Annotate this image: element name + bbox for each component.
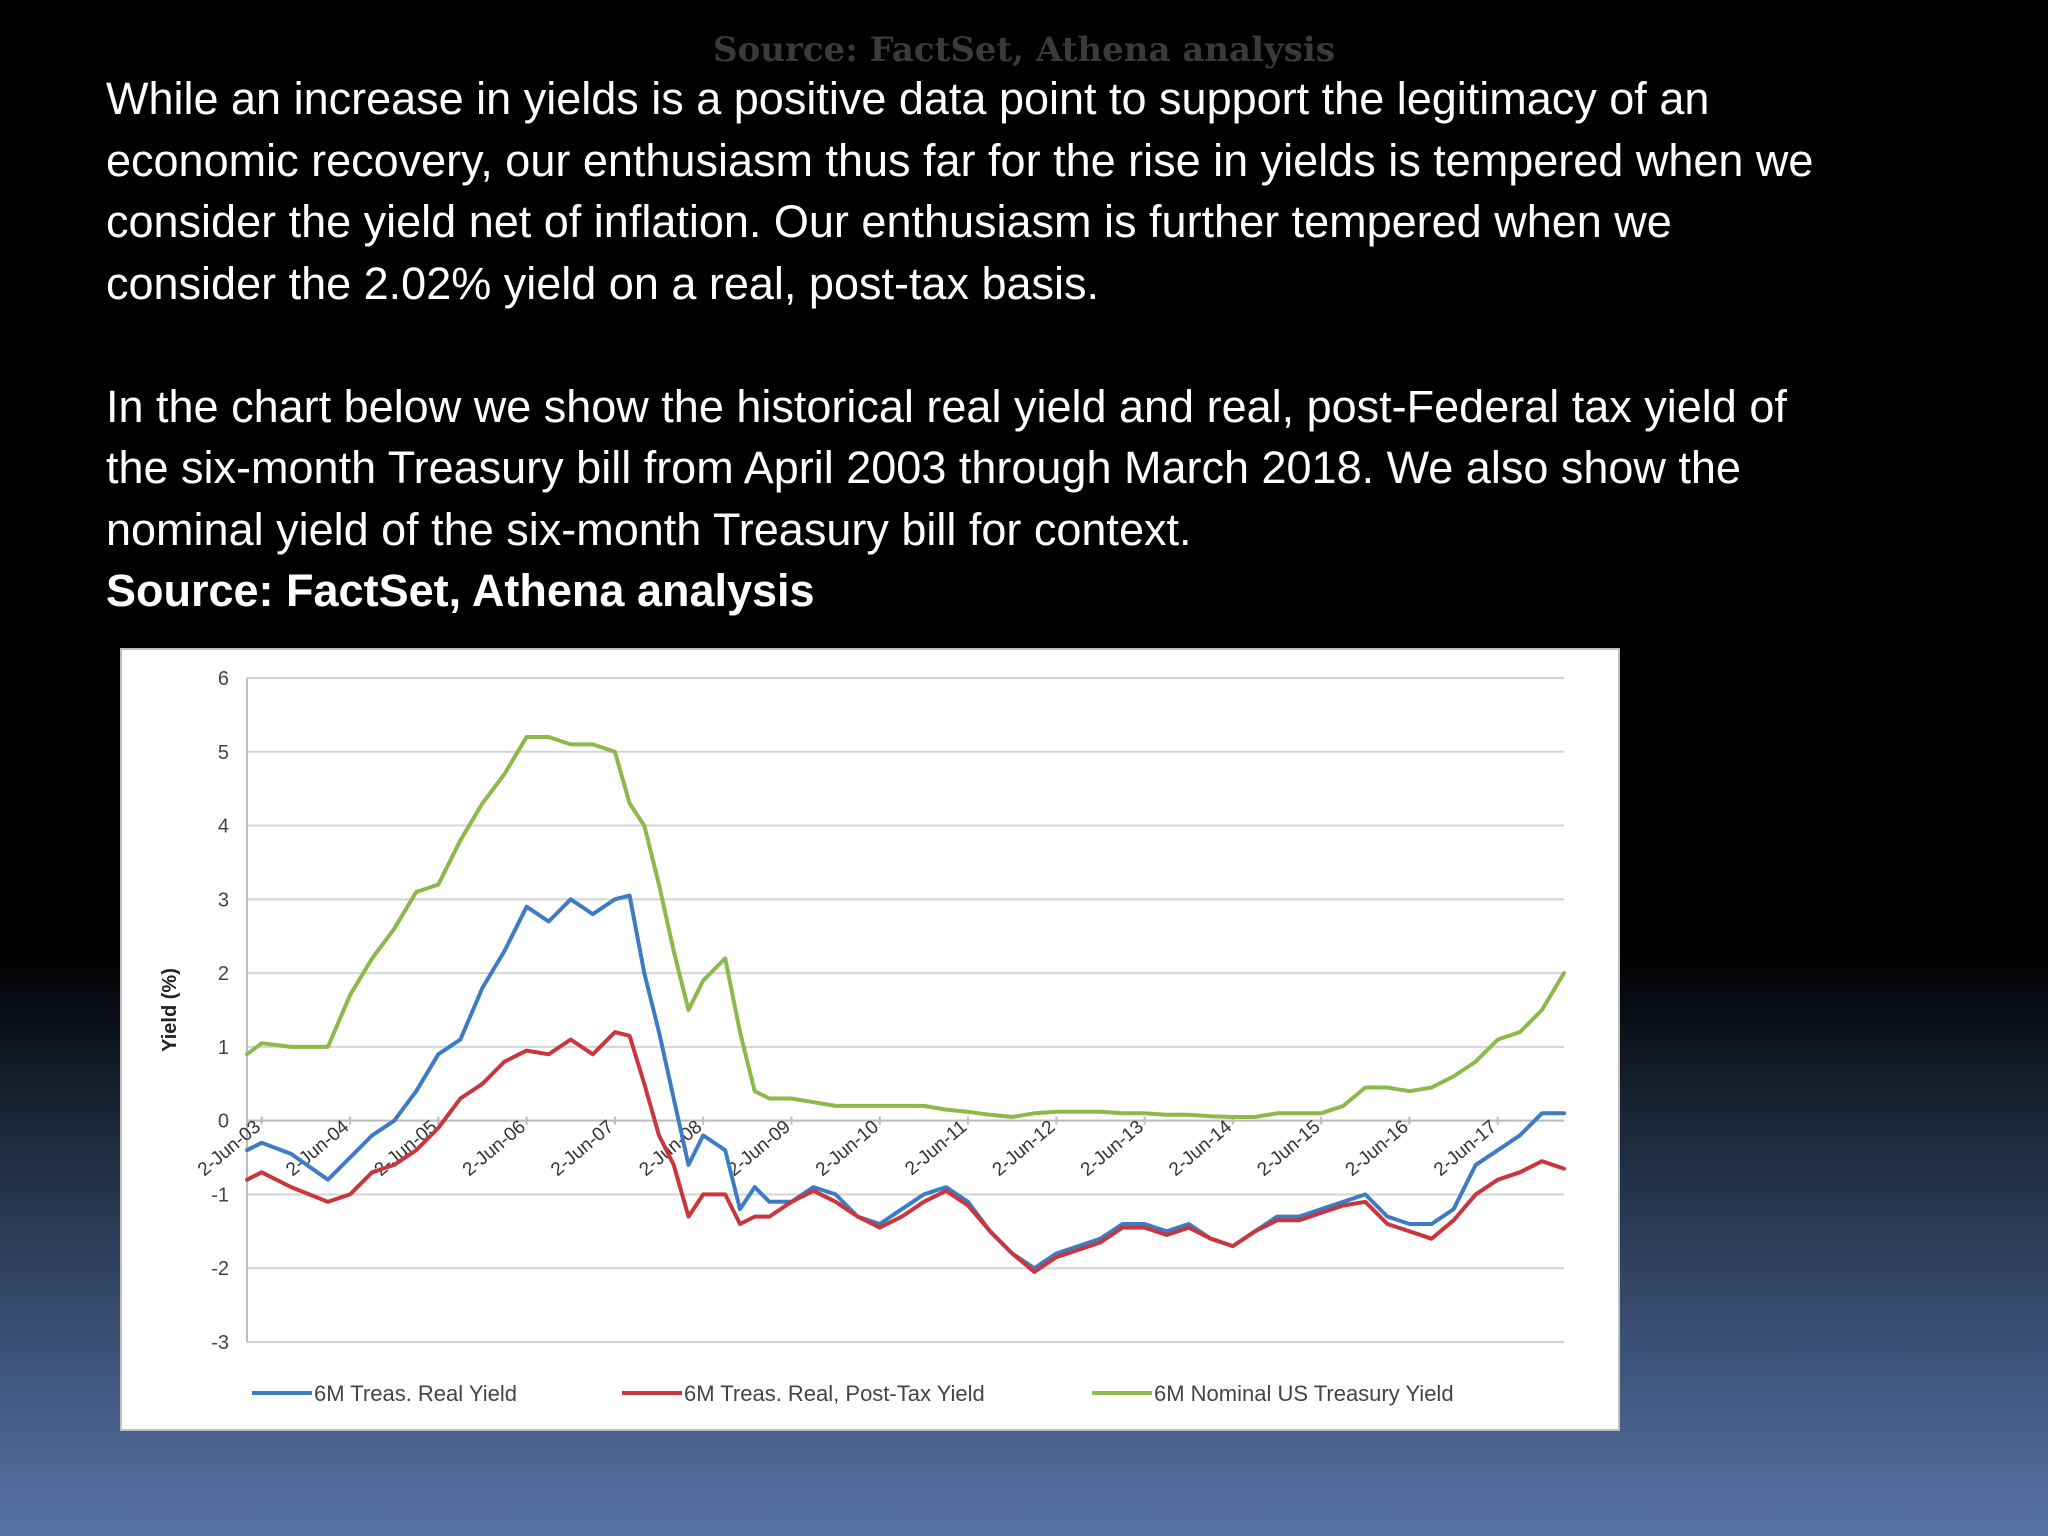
legend-label: 6M Treas. Real Yield: [314, 1381, 517, 1406]
x-tick-label: 2-Jun-07: [547, 1116, 618, 1180]
body-text: While an increase in yields is a positiv…: [106, 68, 1986, 622]
y-axis-title: Yield (%): [159, 968, 181, 1052]
paragraph-2-line-1: In the chart below we show the historica…: [106, 380, 1787, 432]
series-line-3: [245, 735, 1566, 1119]
legend: 6M Treas. Real Yield 6M Treas. Real, Post…: [252, 1381, 1454, 1406]
source-line: Source: FactSet, Athena analysis: [106, 565, 815, 616]
x-tick-label: 2-Jun-14: [1165, 1116, 1236, 1181]
y-tick-label: 2: [218, 963, 229, 985]
x-tick-label: 2-Jun-13: [1077, 1116, 1148, 1180]
y-tick-label: 3: [218, 889, 229, 911]
paragraph-2-line-2: the six-month Treasury bill from April 2…: [106, 442, 1741, 493]
legend-label: 6M Nominal US Treasury Yield: [1154, 1381, 1454, 1406]
x-tick-label: 2-Jun-06: [459, 1116, 530, 1180]
series-lines: [245, 735, 1566, 1274]
paragraph-1-line-4: consider the 2.02% yield on a real, post…: [106, 257, 1100, 309]
x-tick-label: 2-Jun-10: [812, 1116, 883, 1180]
chart-card: 6 5 4 3 2 1 0 -1 -2 -3 2-Jun-03 2-Jun-04 2-Jun-05 2-…: [120, 648, 1620, 1431]
x-tick-label: 2-Jun-17: [1430, 1116, 1501, 1180]
ghost-title: Source: FactSet, Athena analysis: [713, 30, 1335, 70]
y-tick-label: -1: [211, 1184, 229, 1206]
y-tick-label: 0: [218, 1111, 229, 1133]
series-line-1: [245, 893, 1566, 1271]
x-tick-label: 2-Jun-16: [1342, 1116, 1413, 1180]
x-tick-label: 2-Jun-15: [1253, 1116, 1324, 1180]
y-tick-label: -2: [211, 1258, 229, 1280]
paragraph-1-line-1: While an increase in yields is a positiv…: [106, 73, 1710, 124]
y-tick-label: 1: [218, 1037, 229, 1059]
legend-label: 6M Treas. Real, Post-Tax Yield: [684, 1381, 985, 1406]
y-tick-label: 5: [218, 742, 229, 764]
y-tick-label: -3: [211, 1332, 229, 1354]
y-tick-label: 6: [218, 668, 229, 690]
x-tick-label: 2-Jun-09: [724, 1116, 795, 1180]
y-tick-labels: 6 5 4 3 2 1 0 -1 -2 -3: [211, 668, 229, 1354]
paragraph-2-line-3: nominal yield of the six-month Treasury …: [106, 503, 1192, 555]
x-tick-label: 2-Jun-11: [901, 1116, 971, 1179]
x-tick-label: 2-Jun-12: [989, 1116, 1060, 1180]
y-tick-label: 4: [218, 816, 229, 838]
paragraph-1-line-3: consider the yield net of inflation. Our…: [106, 196, 1672, 247]
paragraph-1-line-2: economic recovery, our enthusiasm thus f…: [106, 134, 1814, 186]
grid-lines: [246, 677, 1564, 1343]
series-line-2: [245, 1030, 1566, 1274]
